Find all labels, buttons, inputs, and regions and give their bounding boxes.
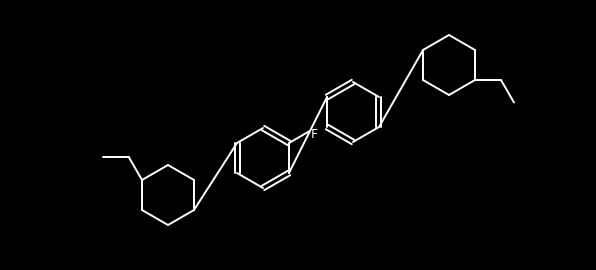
Text: F: F [311,127,318,140]
